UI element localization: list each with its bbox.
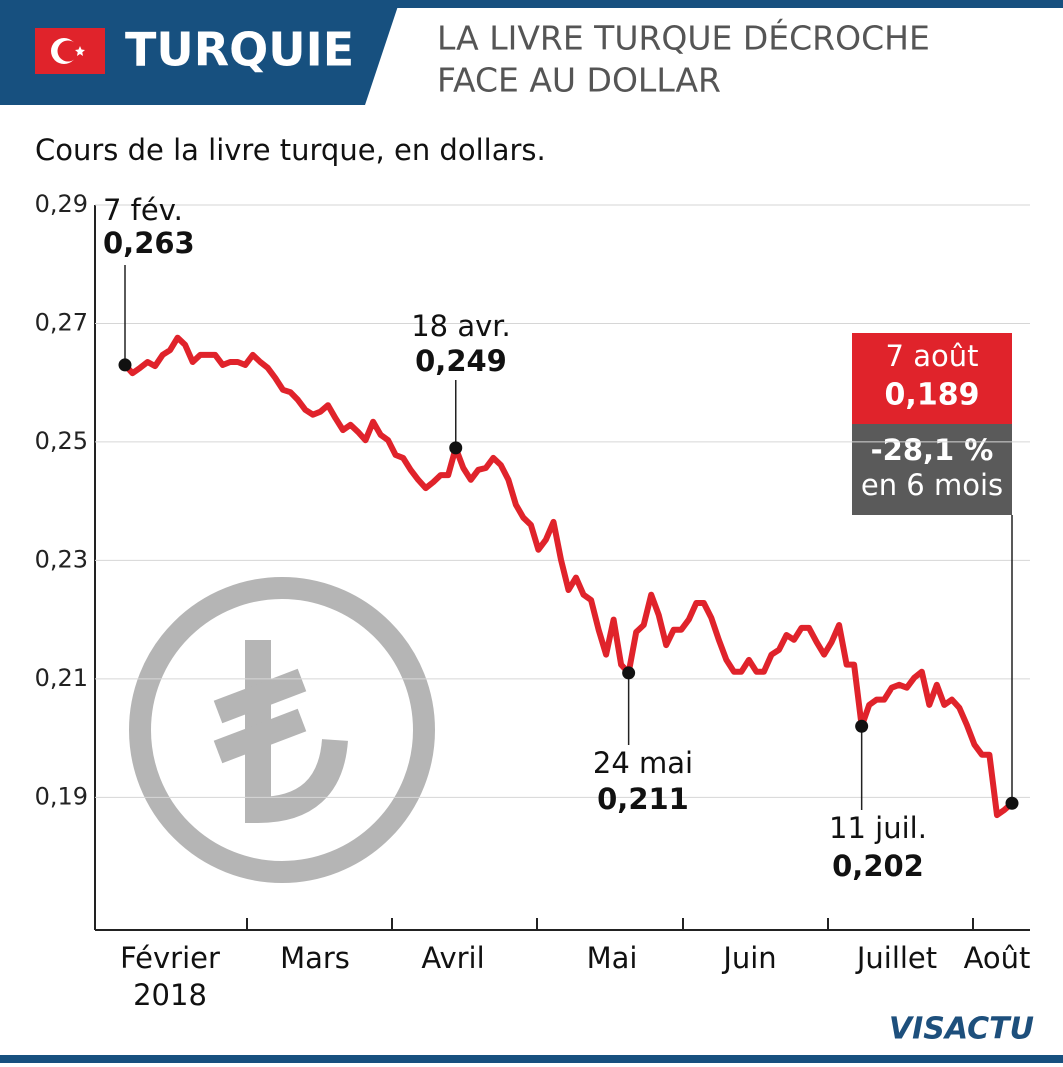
annotation-date: 11 juil.	[829, 811, 927, 845]
annotation-value: 0,263	[103, 226, 195, 260]
lira-bar	[213, 668, 307, 724]
bottom-band	[0, 1055, 1063, 1063]
annotation-date: 7 fév.	[103, 193, 183, 227]
annotation-dot	[118, 358, 132, 372]
last-box	[852, 333, 1012, 424]
x-tick-label: Avril	[421, 941, 484, 975]
title-line: LA LIVRE TURQUE DÉCROCHE	[437, 18, 930, 58]
y-tick-label: 0,19	[35, 782, 88, 810]
subtitle: Cours de la livre turque, en dollars.	[35, 133, 546, 167]
annotation-date: 24 mai	[593, 746, 693, 780]
last-date: 7 août	[886, 339, 979, 373]
y-tick-label: 0,21	[35, 664, 88, 692]
annotation-dot	[449, 441, 463, 455]
y-tick-label: 0,27	[35, 308, 88, 336]
x-tick-label: Juin	[721, 941, 776, 975]
x-tick-label: Août	[964, 941, 1031, 975]
price-line	[122, 334, 1014, 819]
x-tick-label: Février	[120, 941, 220, 975]
flag-crescent-cut	[57, 40, 79, 62]
lira-glyph	[245, 640, 348, 824]
annotation-date: 18 avr.	[411, 309, 511, 343]
x-tick-label: 2018	[133, 978, 207, 1012]
x-tick-label: Mai	[587, 941, 638, 975]
annotation-value: 0,249	[415, 344, 507, 378]
annotation-value: 0,211	[597, 782, 689, 816]
x-tick-label: Juillet	[855, 941, 937, 975]
y-tick-label: 0,23	[35, 545, 88, 573]
annotation-value: 0,202	[832, 849, 924, 883]
header-block	[0, 0, 400, 105]
country: TURQUIE	[125, 23, 354, 77]
y-tick-label: 0,25	[35, 427, 88, 455]
change-period: en 6 mois	[861, 468, 1003, 502]
last-value: 0,189	[885, 378, 980, 413]
x-tick-label: Mars	[280, 941, 350, 975]
y-tick-label: 0,29	[35, 190, 88, 218]
lira-bar	[213, 708, 307, 764]
annotation-dot	[855, 719, 869, 733]
title-line: FACE AU DOLLAR	[437, 61, 721, 100]
annotation-dot	[1005, 796, 1019, 810]
source-logo: VISACTU	[889, 1012, 1034, 1047]
lira-icon	[129, 577, 435, 883]
change-box	[852, 424, 1012, 515]
coin	[129, 577, 435, 883]
annotation-dot	[622, 666, 636, 680]
change-value: -28,1 %	[871, 433, 994, 467]
top-band	[0, 0, 1063, 8]
flag-star	[75, 46, 85, 56]
